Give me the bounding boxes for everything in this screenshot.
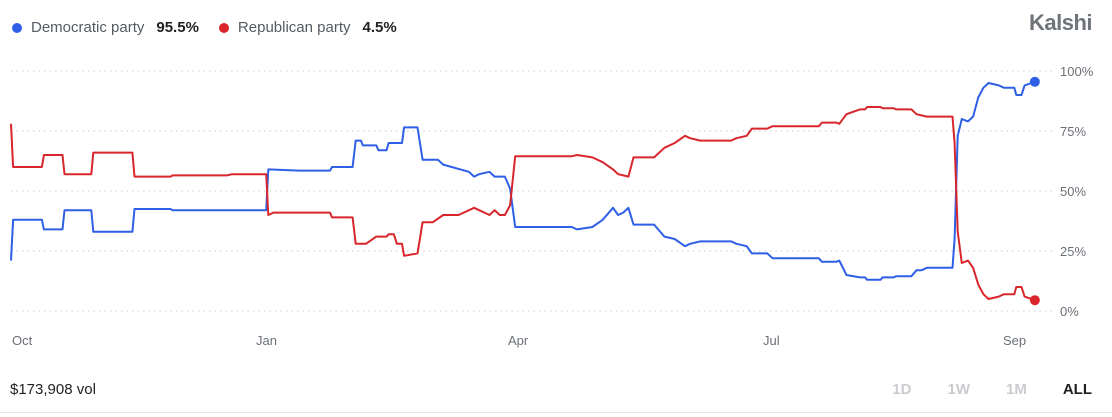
brand-logo: Kalshi xyxy=(1028,10,1093,35)
chart-grid xyxy=(11,70,1052,312)
legend-value-republican: 4.5% xyxy=(362,19,397,36)
series-end-point-republican xyxy=(1029,295,1040,306)
series-end-point-democratic xyxy=(1029,76,1040,87)
chart-legend: Democratic party 95.5% Republican party … xyxy=(12,19,417,36)
time-range-selector: 1D 1W 1M ALL xyxy=(856,381,1092,398)
y-tick-label: 75% xyxy=(1060,124,1086,139)
democratic-color-dot xyxy=(12,22,22,33)
series-line-democratic xyxy=(10,80,1036,281)
range-button-1w[interactable]: 1W xyxy=(947,381,970,398)
x-tick-label: Jul xyxy=(763,333,780,348)
x-tick-label: Apr xyxy=(508,333,529,348)
range-button-1m[interactable]: 1M xyxy=(1005,381,1027,398)
x-axis-labels: Oct Jan Apr Jul Sep xyxy=(12,333,1026,348)
legend-label-republican: Republican party xyxy=(237,19,351,36)
divider xyxy=(0,412,1112,413)
y-tick-label: 0% xyxy=(1060,304,1079,319)
legend-label-democratic: Democratic party xyxy=(31,19,145,36)
legend-item-democratic: Democratic party 95.5% xyxy=(12,19,199,36)
republican-color-dot xyxy=(218,22,229,33)
y-tick-label: 50% xyxy=(1060,184,1086,199)
y-tick-label: 25% xyxy=(1060,244,1086,259)
y-axis-labels: 100% 75% 50% 25% 0% xyxy=(1060,64,1094,319)
legend-item-republican: Republican party 4.5% xyxy=(218,19,397,36)
legend-value-democratic: 95.5% xyxy=(156,19,199,36)
price-history-chart[interactable]: 100% 75% 50% 25% 0% Oct Jan Apr Jul Sep xyxy=(0,0,1112,360)
trading-volume: $173,908 vol xyxy=(10,381,96,398)
x-tick-label: Sep xyxy=(1003,333,1026,348)
x-tick-label: Jan xyxy=(256,333,277,348)
y-tick-label: 100% xyxy=(1060,64,1094,79)
range-button-1d[interactable]: 1D xyxy=(892,381,912,398)
chart-series xyxy=(10,76,1040,306)
range-button-all[interactable]: ALL xyxy=(1062,381,1092,398)
series-line-republican xyxy=(10,106,1036,302)
x-tick-label: Oct xyxy=(12,333,33,348)
